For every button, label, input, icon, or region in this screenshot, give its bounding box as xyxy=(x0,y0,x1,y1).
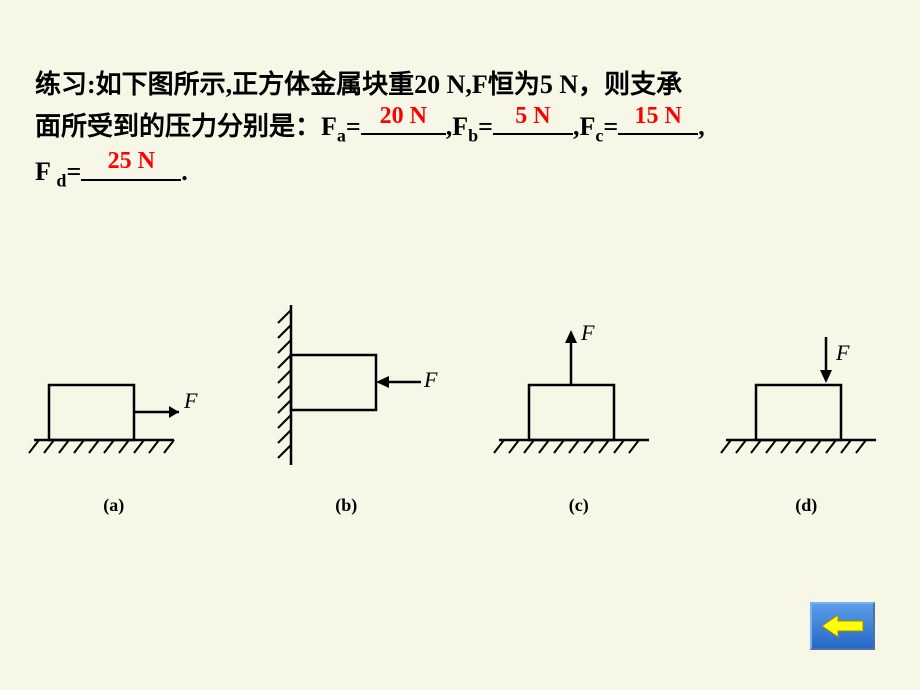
answer-c: 15 N xyxy=(635,98,682,134)
fa-f: F xyxy=(321,112,337,141)
answer-b: 5 N xyxy=(515,98,550,134)
label-c: (c) xyxy=(489,495,669,516)
blank-c: 15 N xyxy=(618,104,698,135)
fc-f: F xyxy=(579,112,595,141)
answer-a: 20 N xyxy=(380,98,427,134)
diagram-a: F (a) xyxy=(24,345,204,516)
f-label-b: F xyxy=(423,367,438,392)
blank-b: 5 N xyxy=(493,104,573,135)
eq1: = xyxy=(346,112,361,141)
eq4: = xyxy=(66,158,81,187)
fb-f: F xyxy=(452,112,468,141)
fd-f: F xyxy=(35,158,56,187)
blank-a: 20 N xyxy=(361,104,446,135)
nav-back-button[interactable] xyxy=(810,602,875,650)
f-label-a: F xyxy=(183,388,198,413)
q-line1: 练习:如下图所示,正方体金属块重20 N,F恒为5 N，则支承 xyxy=(35,70,682,99)
f-label-d: F xyxy=(835,340,850,365)
eq2: = xyxy=(478,112,493,141)
comma3: , xyxy=(698,112,705,141)
q-line2: 面所受到的压力分别是： xyxy=(35,112,321,141)
diagram-d-svg: F xyxy=(716,315,896,475)
diagram-c: F (c) xyxy=(489,315,669,516)
back-arrow-icon xyxy=(820,613,865,639)
label-a: (a) xyxy=(24,495,204,516)
diagram-b: F (b) xyxy=(251,295,441,516)
diagram-d: F (d) xyxy=(716,315,896,516)
question-text: 练习:如下图所示,正方体金属块重20 N,F恒为5 N，则支承 面所受到的压力分… xyxy=(35,65,900,195)
f-label-c: F xyxy=(580,320,595,345)
fd-sub: d xyxy=(56,171,66,191)
diagrams-row: F (a) F (b) xyxy=(0,295,920,516)
diagram-b-svg: F xyxy=(251,295,441,475)
label-b: (b) xyxy=(251,495,441,516)
fa-sub: a xyxy=(337,125,346,145)
label-d: (d) xyxy=(716,495,896,516)
fb-sub: b xyxy=(468,125,478,145)
blank-d: 25 N xyxy=(81,149,181,180)
period: . xyxy=(181,158,188,187)
diagram-a-svg: F xyxy=(24,345,204,475)
diagram-c-svg: F xyxy=(489,315,669,475)
answer-d: 25 N xyxy=(108,143,155,179)
eq3: = xyxy=(603,112,618,141)
